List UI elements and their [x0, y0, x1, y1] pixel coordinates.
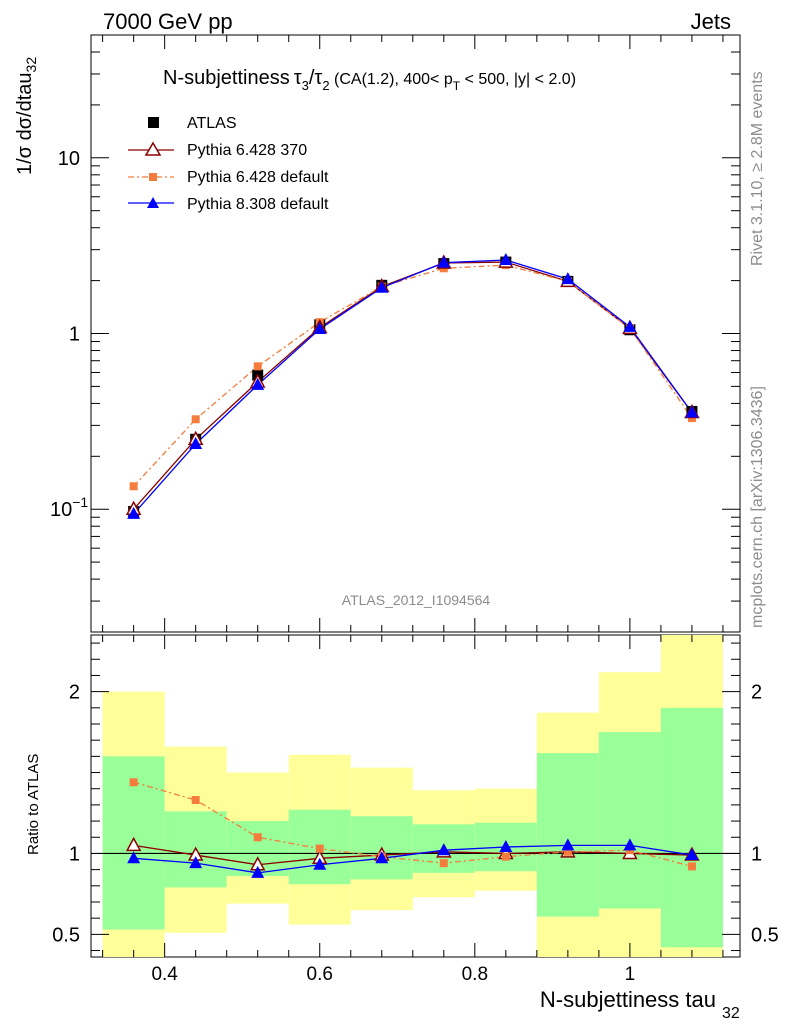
ratio-point-p8 [251, 865, 265, 878]
ratio-point-pdef [129, 778, 138, 787]
x-tick-label: 1 [625, 964, 636, 985]
ratio-point-pdef [315, 844, 324, 853]
y-tick-label: 10−1 [50, 494, 88, 521]
mcplots-label: mcplots.cern.ch [arXiv:1306.3436] [749, 386, 766, 628]
ratio-point-pdef [253, 833, 262, 842]
legend-label-atlas: ATLAS [187, 115, 237, 132]
main-point-pdef [191, 415, 200, 424]
ratio-bands [91, 635, 740, 957]
ratio-line-p370 [133, 844, 692, 866]
ratio-point-p8 [127, 851, 141, 864]
y-tick-label: 10 [58, 148, 80, 170]
ratio-band-inner [598, 732, 661, 909]
ratio-band-inner [536, 753, 599, 917]
main-point-p8 [313, 322, 327, 335]
main-point-p8 [623, 319, 637, 332]
ratio-y-tick-label: 2 [69, 682, 80, 704]
legend-marker-p8 [147, 197, 159, 208]
legend: ATLAS Pythia 6.428 370 Pythia 6.428 defa… [128, 115, 329, 213]
ratio-y-tick-label: 0.5 [52, 924, 80, 946]
ratio-point-p8 [437, 843, 451, 856]
ratio-point-p8 [561, 838, 575, 851]
ratio-band-inner [660, 707, 723, 948]
legend-marker-atlas [148, 117, 159, 128]
ratio-point-pdef [687, 862, 696, 871]
ratio-y-tick-label-right: 1 [751, 843, 762, 865]
ratio-point-p8 [685, 848, 699, 861]
main-plot-series [125, 253, 700, 519]
header-left: 7000 GeV pp [103, 9, 233, 34]
main-point-p8 [189, 437, 203, 450]
header-right: Jets [691, 9, 731, 34]
legend-label-pdef: Pythia 6.428 default [187, 169, 329, 186]
ratio-point-pdef [191, 796, 200, 805]
main-line-p370 [133, 261, 693, 510]
plot-title: N-subjettiness τ3/τ2 (CA(1.2), 400< pT < … [163, 67, 576, 93]
main-line-pdef [133, 264, 693, 487]
ratio-line-p8 [133, 844, 693, 874]
ratio-point-p8 [499, 839, 513, 852]
main-point-p8 [685, 405, 699, 418]
main-point-p8 [127, 506, 141, 519]
ratio-y-tick-label-right: 2 [751, 682, 762, 704]
x-tick-label: 0.4 [151, 964, 178, 985]
ratio-line-pdef [133, 781, 693, 868]
legend-marker-pdef [149, 173, 157, 181]
ratio-plot-series [125, 778, 700, 878]
ratio-point-p8 [375, 851, 389, 864]
ratio-point-p8 [313, 857, 327, 870]
y-axis-label: 1/σ dσ/dtau32 [14, 57, 39, 175]
x-axis-label-sub: 32 [722, 1005, 740, 1022]
main-point-p8 [561, 272, 575, 285]
ratio-y-axis-label: Ratio to ATLAS [25, 754, 42, 855]
ratio-point-pdef [501, 852, 510, 861]
legend-marker-p370 [144, 141, 162, 156]
y-tick-label: 1 [69, 324, 80, 346]
main-point-p8 [499, 253, 513, 266]
watermark: ATLAS_2012_I1094564 [342, 592, 491, 608]
legend-label-p370: Pythia 6.428 370 [187, 142, 307, 159]
x-tick-label: 0.6 [307, 964, 333, 985]
ratio-point-p8 [189, 856, 203, 869]
ratio-plot-frame [90, 634, 741, 958]
main-point-pdef [129, 482, 138, 491]
legend-label-p8: Pythia 8.308 default [187, 196, 329, 213]
ratio-point-pdef [439, 859, 448, 868]
ratio-y-tick-label-right: 0.5 [751, 924, 779, 946]
ratio-point-p8 [623, 838, 637, 851]
ratio-point-pdef [563, 847, 572, 856]
ratio-y-tick-label: 1 [69, 843, 80, 865]
main-point-pdef [253, 362, 262, 371]
x-tick-label: 0.8 [462, 964, 488, 985]
axes: 0.4 0.6 0.8 1 10 1 10−1 2 2 1 1 0.5 0.5 [50, 34, 779, 985]
rivet-label: Rivet 3.1.10, ≥ 2.8M events [749, 71, 766, 266]
main-point-p8 [437, 255, 451, 268]
main-point-p8 [251, 377, 265, 390]
ratio-point-p370 [125, 836, 142, 852]
x-axis-label: N-subjettiness tau [540, 987, 716, 1012]
main-line-p8 [133, 259, 693, 515]
main-point-p8 [375, 280, 389, 293]
